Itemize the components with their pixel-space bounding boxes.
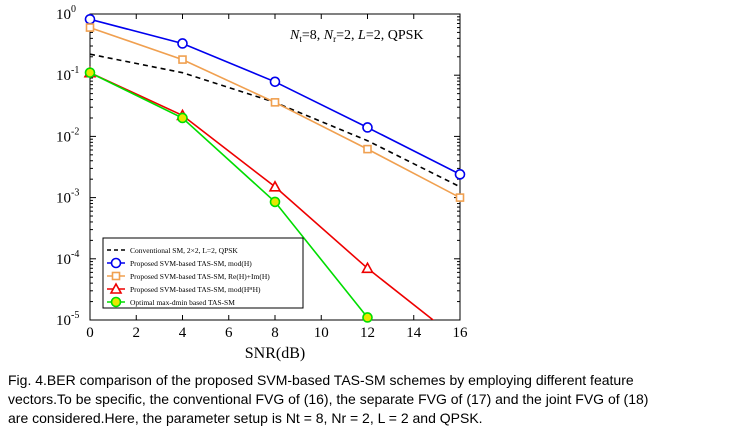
y-tick-label: 10-5: [56, 310, 79, 329]
data-point: [361, 261, 374, 274]
data-point: [269, 76, 281, 88]
x-tick-label: 0: [86, 325, 94, 341]
series-markers: [84, 13, 466, 180]
data-point: [455, 193, 465, 202]
series-markers: [84, 67, 373, 323]
x-tick-label: 12: [360, 325, 375, 341]
data-point: [454, 169, 466, 180]
y-tick-label: 10-1: [56, 65, 79, 84]
data-point: [177, 38, 188, 49]
data-point: [269, 196, 281, 208]
caption-line: are considered.Here, the parameter setup…: [8, 410, 483, 426]
caption-line: Fig. 4.BER comparison of the proposed SV…: [8, 372, 634, 388]
data-point: [85, 23, 95, 32]
data-point: [362, 122, 373, 133]
series-markers: [85, 23, 465, 202]
y-tick-label: 100: [56, 4, 76, 23]
x-tick-label: 16: [453, 325, 469, 341]
data-point: [111, 271, 121, 281]
data-point: [363, 144, 372, 154]
y-tick-label: 10-4: [56, 249, 79, 268]
series-4: [90, 71, 369, 318]
y-tick-label: 10-3: [56, 188, 79, 207]
ber-chart: 0 2 4 6 8 10 12 14 16 100 10-1 10-2 10-3 10-4 10-5 Nt…: [56, 4, 468, 362]
data-point: [109, 282, 123, 294]
x-tick-label: 8: [271, 325, 279, 341]
data-point: [362, 312, 373, 323]
series-group: [83, 13, 466, 323]
x-tick-label: 4: [179, 325, 187, 341]
legend-items: Conventional SM, 2×2, L=2, QPSK Proposed …: [107, 246, 270, 308]
data-point: [110, 257, 122, 269]
data-point: [177, 112, 188, 124]
series-line: [90, 71, 369, 318]
legend-label: Proposed SVM-based TAS-SM, mod(HᴴH): [130, 285, 261, 294]
caption-line: vectors.To be specific, the conventional…: [8, 391, 649, 407]
data-point: [270, 98, 280, 107]
x-axis-label: SNR(dB): [245, 345, 305, 362]
x-tick-label: 10: [314, 325, 329, 341]
legend-label: Proposed SVM-based TAS-SM, mod(H): [130, 259, 252, 268]
legend: Conventional SM, 2×2, L=2, QPSK Proposed …: [102, 237, 304, 309]
y-tick-labels: 100 10-1 10-2 10-3 10-4 10-5: [56, 4, 79, 329]
chart-annotation: Nt=8, Nr=2, L=2, QPSK: [289, 28, 424, 44]
data-point: [110, 296, 122, 308]
x-tick-label: 6: [225, 325, 233, 341]
x-tick-labels: 0 2 4 6 8 10 12 14 16: [86, 325, 468, 341]
data-point: [84, 67, 96, 78]
legend-label: Proposed SVM-based TAS-SM, Re(H)+Im(H): [130, 272, 270, 281]
data-point: [268, 180, 282, 192]
data-point: [84, 13, 96, 25]
x-tick-label: 14: [406, 325, 422, 341]
y-tick-label: 10-2: [56, 126, 79, 145]
legend-label: Conventional SM, 2×2, L=2, QPSK: [130, 246, 238, 255]
x-tick-label: 2: [133, 325, 141, 341]
legend-label: Optimal max-dmin based TAS-SM: [130, 298, 235, 307]
data-point: [178, 55, 187, 64]
legend-box: [102, 237, 304, 309]
